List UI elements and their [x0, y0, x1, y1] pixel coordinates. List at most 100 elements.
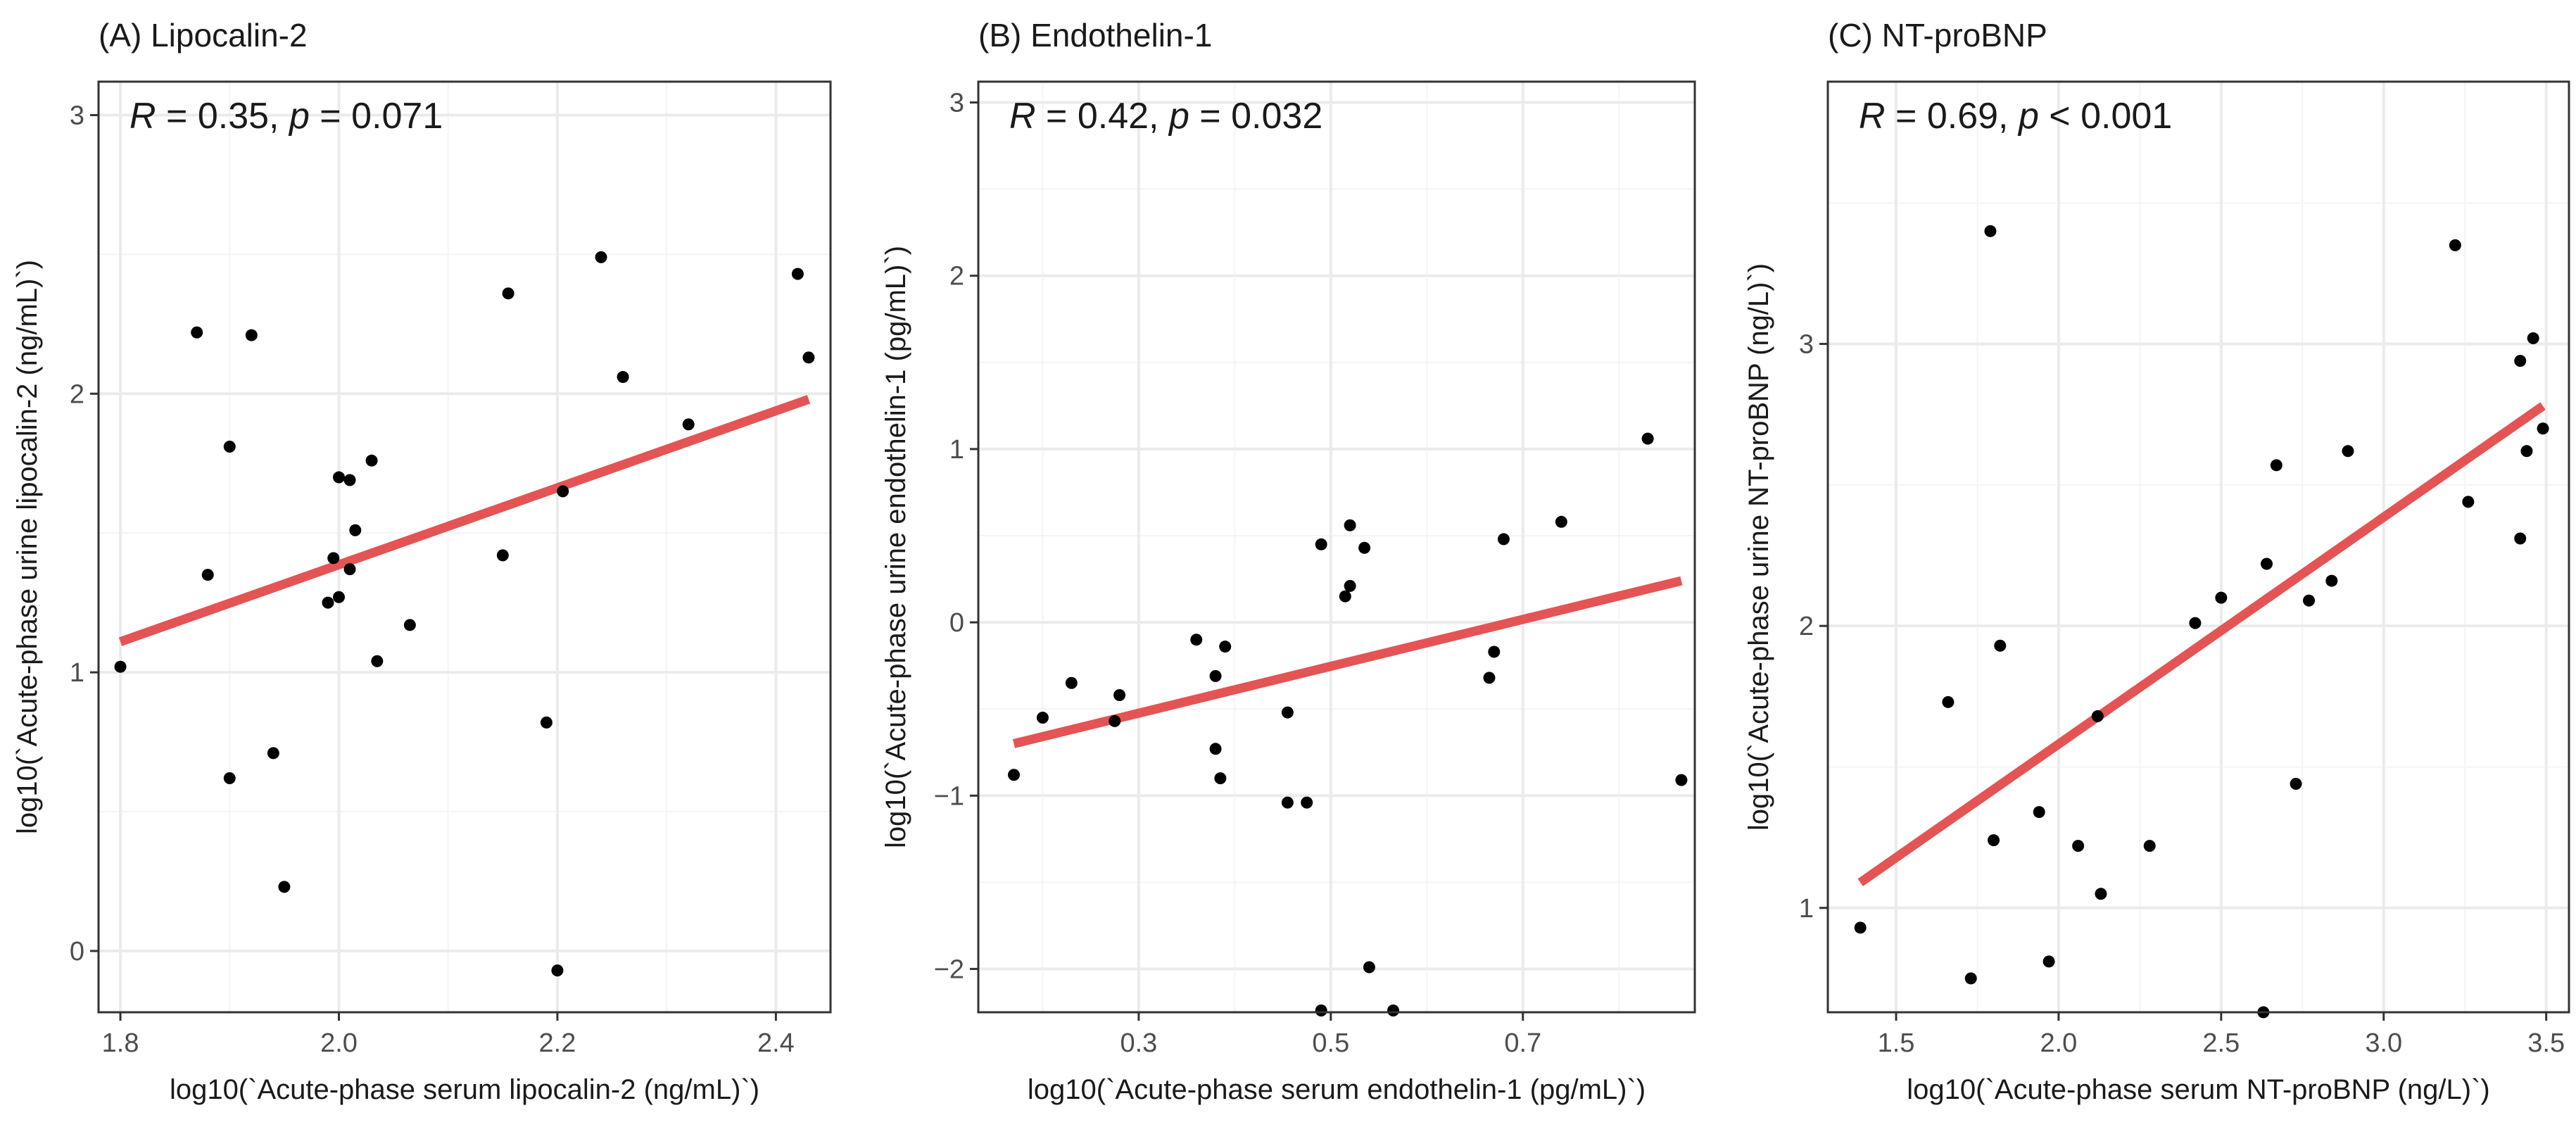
y-tick-label: −2	[934, 955, 964, 984]
panel-title: (B) Endothelin-1	[978, 17, 1212, 53]
data-point	[2095, 888, 2107, 900]
y-tick-label: 2	[949, 262, 964, 291]
data-point	[1036, 711, 1049, 724]
data-point	[223, 772, 236, 785]
data-point	[332, 591, 345, 603]
correlation-annotation: R = 0.42, p = 0.032	[1009, 96, 1322, 137]
data-point	[349, 524, 362, 536]
regression-line	[1012, 576, 1683, 748]
data-point	[1315, 1005, 1327, 1017]
data-point	[267, 747, 279, 760]
y-tick-label: −1	[934, 781, 964, 811]
data-point	[2342, 445, 2354, 458]
y-tick-label: 3	[70, 101, 84, 130]
data-point	[1281, 796, 1294, 809]
x-axis-title: log10(`Acute-phase serum endothelin-1 (p…	[1028, 1074, 1646, 1105]
data-point	[1641, 432, 1654, 445]
x-axis-title: log10(`Acute-phase serum NT-proBNP (ng/L…	[1907, 1074, 2489, 1105]
panel-border	[977, 80, 1696, 1014]
data-point	[403, 619, 416, 631]
data-point	[1344, 519, 1356, 531]
data-point	[1942, 695, 1955, 708]
x-tick-label: 3.5	[2527, 1028, 2565, 1058]
data-point	[1488, 646, 1501, 658]
data-point	[114, 660, 127, 673]
panel-a: (A) Lipocalin-2 1.8 2.0 2.2 2.4 0 1 2 3 R = 0.3…	[12, 17, 832, 1105]
y-tick-label: 2	[1799, 612, 1814, 641]
data-point	[1988, 834, 2000, 847]
data-point	[557, 485, 569, 498]
x-tick-label: 3.0	[2365, 1028, 2402, 1058]
data-point	[1675, 774, 1688, 786]
data-point	[551, 964, 564, 977]
y-tick-label: 3	[949, 89, 964, 118]
data-point	[322, 596, 334, 609]
y-tick-label: 1	[70, 658, 84, 688]
panel-c: (C) NT-proBNP 1.5 2.0 2.5 3.0 3.5 1 2 3 R = 0.6…	[1743, 17, 2570, 1105]
data-point	[1339, 590, 1351, 603]
data-point	[2537, 422, 2549, 435]
y-tick-label: 0	[70, 937, 84, 967]
data-point	[1190, 634, 1203, 646]
data-point	[2143, 840, 2156, 852]
x-tick-label: 0.3	[1120, 1028, 1157, 1058]
data-point	[1358, 541, 1371, 554]
data-point	[1387, 1005, 1400, 1017]
data-point	[2215, 591, 2228, 604]
data-point	[2462, 496, 2475, 508]
data-point	[371, 655, 384, 667]
correlation-annotation: R = 0.69, p < 0.001	[1859, 96, 2172, 137]
data-point	[496, 549, 509, 562]
data-point	[1497, 533, 1510, 546]
data-point	[327, 552, 340, 565]
data-point	[791, 267, 804, 280]
data-point	[191, 326, 203, 339]
data-point	[802, 351, 815, 364]
data-point	[1219, 641, 1232, 653]
data-point	[343, 474, 356, 486]
data-point	[682, 418, 695, 431]
x-tick-label: 2.4	[757, 1028, 795, 1058]
data-point	[1113, 688, 1126, 701]
data-point	[245, 329, 258, 341]
data-point	[1964, 972, 1977, 985]
regression-line	[1857, 402, 2546, 887]
x-tick-label: 2.5	[2202, 1028, 2240, 1058]
data-point	[2520, 445, 2533, 458]
x-tick-label: 0.5	[1312, 1028, 1349, 1058]
data-point	[1281, 706, 1294, 719]
data-point	[1214, 772, 1227, 785]
data-point	[1483, 672, 1496, 684]
x-tick-label: 0.7	[1504, 1028, 1541, 1058]
data-point	[617, 371, 629, 384]
x-tick-label: 1.8	[102, 1028, 139, 1058]
x-tick-label: 2.2	[539, 1028, 576, 1058]
data-point	[2325, 574, 2338, 587]
data-point	[1065, 676, 1078, 689]
data-point	[2043, 955, 2055, 968]
data-point	[1555, 515, 1567, 528]
data-point	[2290, 778, 2302, 791]
data-point	[1109, 714, 1121, 727]
data-point	[343, 563, 356, 576]
y-tick-label: 3	[1799, 330, 1814, 360]
y-axis-title: log10(`Acute-phase urine lipocalin-2 (ng…	[12, 260, 43, 834]
data-point	[1984, 225, 1997, 237]
panel-b: (B) Endothelin-1 0.3 0.5 0.7 −2 −1 0 1 2 3 R = 0…	[880, 17, 1696, 1105]
data-point	[2091, 710, 2104, 722]
data-point	[1209, 743, 1222, 755]
y-tick-label: 2	[70, 379, 84, 409]
x-axis-title: log10(`Acute-phase serum lipocalin-2 (ng…	[170, 1074, 759, 1105]
correlation-annotation: R = 0.35, p = 0.071	[130, 96, 443, 137]
data-point	[540, 716, 553, 729]
data-point	[332, 471, 345, 484]
data-point	[1854, 921, 1867, 934]
data-point	[1994, 639, 2007, 652]
panel-title: (C) NT-proBNP	[1828, 17, 2047, 53]
data-point	[1007, 769, 1020, 781]
data-point	[2514, 532, 2527, 545]
data-point	[2527, 332, 2539, 345]
data-point	[1344, 579, 1356, 592]
panel-border	[97, 80, 832, 1014]
